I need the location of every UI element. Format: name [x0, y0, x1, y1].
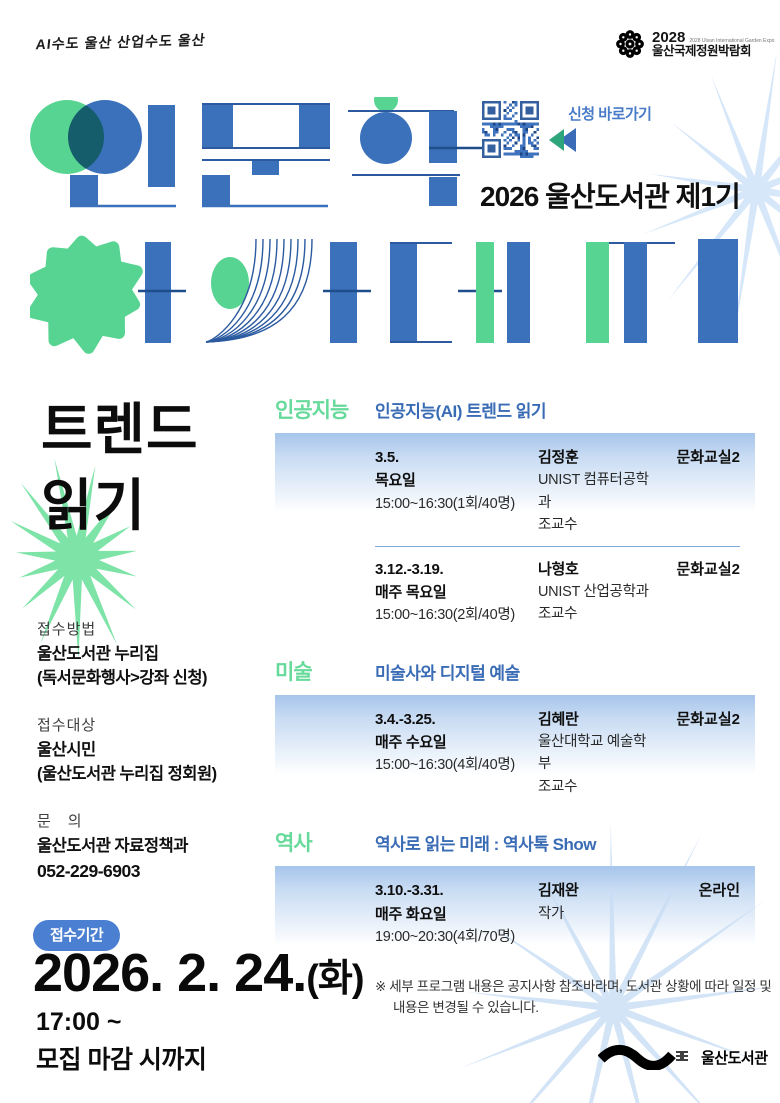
session-day: 매주 화요일 [375, 905, 447, 923]
section-art: 미술 미술사와 디지털 예술 3.4.-3.25. 매주 수요일 15:00~1… [275, 656, 755, 811]
garden-expo-logo: 2028 2028 Ulsan International Garden Exp… [614, 28, 774, 60]
library-name: 울산도서관 [701, 1049, 768, 1067]
deadline-date-main: 2026. 2. 24. [33, 943, 307, 1003]
session-location: 문화교실2 [676, 560, 740, 578]
city-slogan: AI수도 울산 산업수도 울산 [34, 31, 207, 53]
session-time: 15:00~16:30(4회/40명) [375, 757, 515, 774]
contact-phone: 052-229-6903 [37, 860, 140, 881]
session-instructor: 김재완 [538, 882, 579, 900]
session-position: 조교수 [538, 606, 578, 623]
session-row: 3.10.-3.31. 매주 화요일 19:00~20:30(4회/70명) 김… [375, 879, 740, 948]
footnote: ※ 세부 프로그램 내용은 공지사항 참조바라며, 도서관 상황에 따라 일정 … [375, 979, 772, 1015]
category-label: 역사 [275, 832, 313, 856]
session-affiliation: 울산대학교 예술학부 [538, 733, 647, 773]
section-history: 역사 역사로 읽는 미래 : 역사톡 Show 3.10.-3.31. 매주 화… [275, 827, 755, 961]
starburst-top-right [643, 55, 780, 325]
contact-label: 문 의 [37, 812, 83, 830]
contact-group: 문 의 울산도서관 자료정책과 052-229-6903 [37, 810, 272, 884]
session-location: 온라인 [698, 882, 740, 900]
program-title: 미술사와 디지털 예술 [375, 663, 520, 683]
library-wave-icon [598, 1044, 688, 1070]
session-date: 3.5. [375, 449, 399, 466]
category-label: 미술 [275, 660, 313, 684]
deadline-until: 모집 마감 시까지 [36, 1046, 207, 1074]
apply-method-line: (독서문화행사>강좌 신청) [37, 668, 208, 687]
category-label: 인공지능 [275, 399, 349, 422]
deadline-date: 2026. 2. 24. (화) [33, 942, 365, 1004]
expo-name: 울산국제정원박람회 [652, 44, 752, 59]
session-time: 15:00~16:30(2회/40명) [375, 607, 515, 624]
apply-target-group: 접수대상 울산시민 (울산도서관 누리집 정회원) [37, 714, 272, 787]
session-row: 3.5. 목요일 15:00~16:30(1회/40명) 김정훈 UNIST 컴… [375, 446, 740, 537]
expo-flower-icon [616, 30, 644, 58]
session-time: 15:00~16:30(1회/40명) [375, 495, 515, 512]
session-instructor: 김혜란 [538, 710, 579, 728]
apply-method-label: 접수방법 [37, 621, 97, 638]
apply-method-line: 울산도서관 누리집 [37, 645, 159, 663]
program-title: 인공지능(AI) 트렌드 읽기 [375, 402, 547, 421]
program-schedule: 인공지능 인공지능(AI) 트렌드 읽기 3.5. 목요일 15:00~16:3… [275, 394, 772, 1018]
session-row: 3.4.-3.25. 매주 수요일 15:00~16:30(4회/40명) 김혜… [375, 708, 740, 799]
application-info: 접수방법 울산도서관 누리집 (독서문화행사>강좌 신청) 접수대상 울산시민 … [37, 618, 272, 907]
session-location: 문화교실2 [676, 710, 740, 728]
contact-dept: 울산도서관 자료정책과 [37, 836, 188, 855]
session-divider [375, 545, 740, 547]
subject-line2: 읽기 [41, 474, 147, 537]
session-day: 목요일 [375, 472, 416, 490]
expo-tagline: 2028 Ulsan International Garden Expo [689, 37, 775, 44]
expo-year: 2028 [652, 28, 686, 46]
apply-target-line: 울산시민 [37, 740, 96, 759]
session-position: 조교수 [538, 778, 578, 795]
program-card: 3.4.-3.25. 매주 수요일 15:00~16:30(4회/40명) 김혜… [275, 694, 755, 811]
program-card: 3.5. 목요일 15:00~16:30(1회/40명) 김정훈 UNIST 컴… [275, 433, 755, 639]
session-row: 3.12.-3.19. 매주 목요일 15:00~16:30(2회/40명) 나… [375, 558, 740, 627]
session-affiliation: UNIST 산업공학과 [538, 583, 649, 600]
session-day: 매주 수요일 [375, 733, 447, 751]
program-card: 3.10.-3.31. 매주 화요일 19:00~20:30(4회/70명) 김… [275, 866, 755, 961]
title-star-blob [30, 235, 143, 354]
session-date: 3.12.-3.19. [375, 560, 444, 578]
deadline-weekday: (화) [306, 958, 364, 1000]
session-time: 19:00~20:30(4회/70명) [375, 928, 515, 945]
double-left-arrow-icon[interactable] [546, 126, 576, 154]
qr-code[interactable] [482, 101, 539, 158]
session-location: 문화교실2 [676, 449, 740, 466]
library-logo: 울산도서관 [598, 1044, 768, 1070]
session-affiliation: UNIST 컴퓨터공학과 [538, 472, 649, 511]
session-date: 3.10.-3.31. [375, 882, 444, 900]
apply-link[interactable]: 신청 바로가기 [568, 106, 652, 123]
title-artwork [30, 97, 738, 354]
edition-title: 2026 울산도서관 제1기 [480, 181, 741, 212]
apply-method-group: 접수방법 울산도서관 누리집 (독서문화행사>강좌 신청) [37, 618, 272, 691]
session-instructor: 나형호 [538, 560, 579, 578]
apply-target-line: (울산도서관 누리집 정회원) [37, 764, 217, 783]
session-affiliation: 작가 [538, 905, 565, 922]
subject-line1: 트렌드 [41, 398, 199, 461]
session-date: 3.4.-3.25. [375, 710, 436, 728]
session-position: 조교수 [538, 517, 578, 534]
starburst-green-spiky [10, 458, 138, 660]
title-blue-circle [68, 100, 142, 174]
session-instructor: 김정훈 [538, 449, 579, 466]
section-ai: 인공지능 인공지능(AI) 트렌드 읽기 3.5. 목요일 15:00~16:3… [275, 394, 755, 639]
program-title: 역사로 읽는 미래 : 역사톡 Show [375, 835, 597, 855]
session-day: 매주 목요일 [375, 583, 447, 601]
period-badge: 접수기간 [33, 920, 121, 951]
apply-target-label: 접수대상 [37, 716, 97, 734]
deadline-time: 17:00 ~ [36, 1008, 122, 1036]
